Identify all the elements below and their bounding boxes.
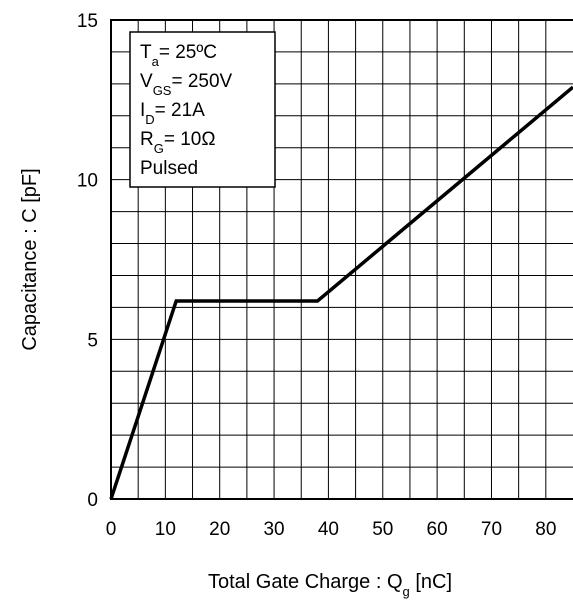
x-tick-label: 80 bbox=[535, 519, 556, 540]
legend-entry-subscript: GS bbox=[153, 83, 172, 98]
x-tick-label: 0 bbox=[106, 519, 117, 540]
x-tick-label: 50 bbox=[372, 519, 393, 540]
x-tick-label: 20 bbox=[209, 519, 230, 540]
legend-entry-symbol: Pulsed bbox=[140, 158, 198, 179]
series-line bbox=[109, 85, 573, 500]
legend-entry-value: = 250V bbox=[171, 71, 232, 92]
legend-entry-value: = 25ºC bbox=[159, 42, 217, 63]
y-axis-title: Capacitance : C [pF] bbox=[19, 168, 41, 350]
legend-entry-symbol: T bbox=[140, 42, 152, 63]
series-layer bbox=[109, 85, 573, 500]
y-axis-ticks: 0 5 10 15 bbox=[77, 11, 98, 511]
x-axis-title-subscript: g bbox=[403, 584, 410, 599]
x-axis-ticks: 0 10 20 30 40 50 60 70 80 bbox=[106, 519, 557, 540]
plot-frame bbox=[110, 19, 573, 500]
legend-entry-subscript: D bbox=[145, 112, 154, 127]
x-tick-label: 40 bbox=[318, 519, 339, 540]
y-tick-label: 0 bbox=[87, 490, 98, 511]
y-tick-label: 5 bbox=[87, 330, 98, 351]
x-tick-label: 60 bbox=[427, 519, 448, 540]
legend-entry-symbol: I bbox=[140, 100, 145, 121]
legend-entry-subscript: a bbox=[152, 54, 160, 69]
legend-entry: VGS= 250V bbox=[140, 71, 233, 98]
x-axis-title: Total Gate Charge : Qg [nC] bbox=[208, 571, 452, 599]
legend-entry-value: = 21A bbox=[155, 100, 206, 121]
x-axis-title-unit: [nC] bbox=[410, 571, 452, 593]
legend-entry: ID= 21A bbox=[140, 100, 205, 127]
legend-entry: Pulsed bbox=[140, 158, 198, 179]
legend-frame bbox=[129, 31, 276, 188]
legend-entry-symbol: V bbox=[140, 71, 153, 92]
legend-entry-symbol: R bbox=[140, 129, 154, 150]
legend-entry: Ta= 25ºC bbox=[140, 42, 217, 69]
y-tick-label: 10 bbox=[77, 171, 98, 192]
legend-entry: RG= 10Ω bbox=[140, 129, 216, 156]
legend-entry-subscript: G bbox=[154, 141, 164, 156]
x-tick-label: 30 bbox=[263, 519, 284, 540]
x-axis-title-main: Total Gate Charge : Q bbox=[208, 571, 403, 593]
x-tick-label: 10 bbox=[155, 519, 176, 540]
y-tick-label: 15 bbox=[77, 11, 98, 32]
legend-entry-value: = 10Ω bbox=[164, 129, 216, 150]
x-tick-label: 70 bbox=[481, 519, 502, 540]
